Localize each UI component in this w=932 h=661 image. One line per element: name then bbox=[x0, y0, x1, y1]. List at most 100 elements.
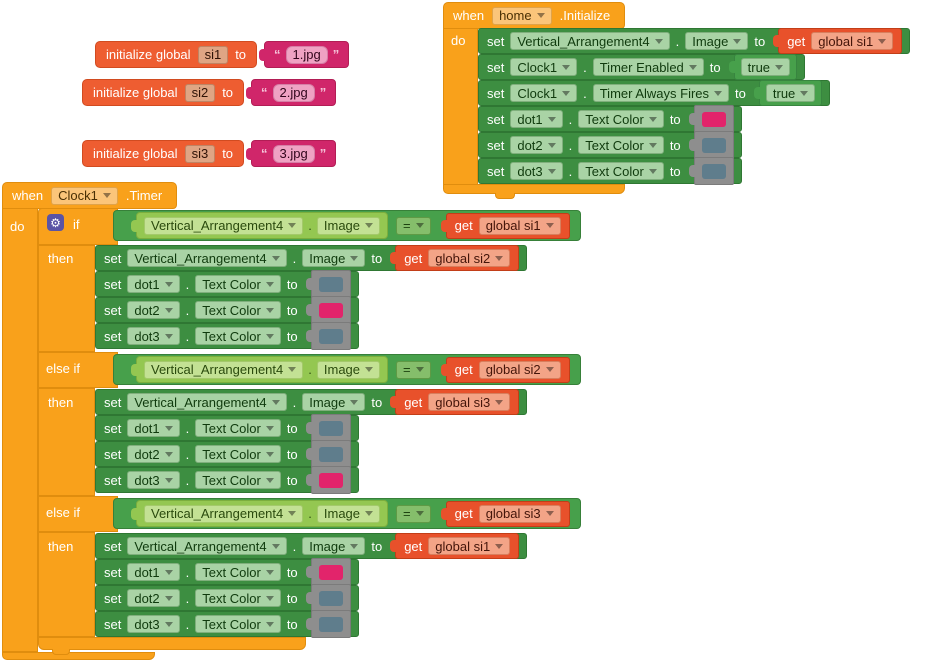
equals-comparison-block[interactable]: Vertical_Arrangement4 . Image = get glob… bbox=[113, 354, 581, 385]
equals-comparison-block[interactable]: Vertical_Arrangement4 . Image = get glob… bbox=[113, 498, 581, 529]
color-block[interactable] bbox=[688, 157, 734, 185]
initialize-global-si2-block[interactable]: initialize global si2 to “ 2.jpg ” bbox=[82, 79, 337, 106]
if-block-bottom[interactable] bbox=[38, 637, 306, 650]
property-dropdown[interactable]: Text Color bbox=[195, 275, 281, 293]
if-block-elseif-band[interactable] bbox=[38, 352, 118, 388]
variable-dropdown[interactable]: global si3 bbox=[428, 393, 511, 411]
color-block[interactable] bbox=[305, 414, 351, 442]
operator-dropdown[interactable]: = bbox=[396, 504, 431, 523]
set-block[interactable]: set dot1 . Text Color to bbox=[478, 105, 742, 133]
component-dropdown[interactable]: dot1 bbox=[510, 110, 563, 128]
color-block[interactable] bbox=[305, 296, 351, 324]
if-block-then-spine[interactable] bbox=[38, 245, 95, 352]
component-dropdown[interactable]: Vertical_Arrangement4 bbox=[127, 249, 287, 267]
string-value-field[interactable]: 1.jpg bbox=[285, 45, 328, 64]
boolean-dropdown[interactable]: true bbox=[740, 58, 791, 76]
logic-true-block[interactable]: true bbox=[728, 54, 798, 80]
text-string-block[interactable]: “ 2.jpg ” bbox=[246, 79, 337, 106]
component-dropdown[interactable]: dot1 bbox=[127, 563, 180, 581]
set-block[interactable]: set dot2 . Text Color to bbox=[95, 584, 359, 612]
get-variable-block[interactable]: get global si2 bbox=[390, 245, 520, 271]
operator-dropdown[interactable]: = bbox=[396, 216, 431, 235]
component-dropdown[interactable]: Vertical_Arrangement4 bbox=[510, 32, 670, 50]
home-initialize-event-header[interactable]: when home .Initialize bbox=[443, 2, 626, 29]
string-value-field[interactable]: 2.jpg bbox=[272, 83, 315, 102]
set-block[interactable]: set Clock1 . Timer Enabled to true bbox=[478, 54, 806, 80]
component-getter-block[interactable]: Vertical_Arrangement4 . Image bbox=[130, 212, 389, 239]
clock-event-block-spine[interactable] bbox=[2, 208, 38, 652]
component-getter-block[interactable]: Vertical_Arrangement4 . Image bbox=[130, 500, 389, 527]
property-dropdown[interactable]: Image bbox=[302, 249, 366, 267]
set-block[interactable]: set dot2 . Text Color to bbox=[95, 296, 359, 324]
set-block[interactable]: set dot3 . Text Color to bbox=[478, 157, 742, 185]
variable-name-field[interactable]: si3 bbox=[184, 144, 216, 163]
get-variable-block[interactable]: get global si2 bbox=[440, 356, 570, 383]
home-event-block-spine[interactable] bbox=[443, 27, 478, 185]
property-dropdown[interactable]: Image bbox=[302, 393, 366, 411]
component-dropdown[interactable]: dot3 bbox=[127, 615, 180, 633]
component-dropdown[interactable]: dot1 bbox=[127, 419, 180, 437]
variable-name-field[interactable]: si1 bbox=[197, 45, 229, 64]
set-block[interactable]: set dot3 . Text Color to bbox=[95, 322, 359, 350]
color-block[interactable] bbox=[305, 584, 351, 612]
property-dropdown[interactable]: Text Color bbox=[578, 110, 664, 128]
property-dropdown[interactable]: Image bbox=[685, 32, 749, 50]
variable-name-field[interactable]: si2 bbox=[184, 83, 216, 102]
variable-dropdown[interactable]: global si1 bbox=[478, 216, 561, 235]
set-block[interactable]: set Clock1 . Timer Always Fires to true bbox=[478, 80, 831, 106]
set-block[interactable]: set dot3 . Text Color to bbox=[95, 610, 359, 638]
variable-dropdown[interactable]: global si1 bbox=[811, 32, 894, 50]
get-variable-block[interactable]: get global si1 bbox=[390, 533, 520, 559]
property-dropdown[interactable]: Text Color bbox=[578, 136, 664, 154]
color-block[interactable] bbox=[305, 270, 351, 298]
variable-dropdown[interactable]: global si2 bbox=[478, 360, 561, 379]
component-dropdown[interactable]: Clock1 bbox=[510, 58, 578, 76]
component-dropdown[interactable]: dot2 bbox=[510, 136, 563, 154]
variable-init-block[interactable]: initialize global si3 to bbox=[82, 140, 245, 167]
component-getter-block[interactable]: Vertical_Arrangement4 . Image bbox=[130, 356, 389, 383]
set-block[interactable]: set Vertical_Arrangement4 . Image to get… bbox=[95, 389, 528, 415]
set-block[interactable]: set dot1 . Text Color to bbox=[95, 414, 359, 442]
get-variable-block[interactable]: get global si1 bbox=[773, 28, 903, 54]
get-variable-block[interactable]: get global si3 bbox=[440, 500, 570, 527]
if-block-then-spine[interactable] bbox=[38, 532, 95, 637]
variable-init-block[interactable]: initialize global si1 to bbox=[95, 41, 258, 68]
initialize-global-si3-block[interactable]: initialize global si3 to “ 3.jpg ” bbox=[82, 140, 337, 167]
home-event-block-bottom[interactable] bbox=[443, 184, 625, 194]
component-dropdown[interactable]: Vertical_Arrangement4 bbox=[127, 537, 287, 555]
variable-dropdown[interactable]: global si2 bbox=[428, 249, 511, 267]
string-value-field[interactable]: 3.jpg bbox=[272, 144, 315, 163]
component-dropdown[interactable]: dot1 bbox=[127, 275, 180, 293]
property-dropdown[interactable]: Text Color bbox=[195, 419, 281, 437]
component-dropdown[interactable]: dot3 bbox=[127, 471, 180, 489]
property-dropdown[interactable]: Text Color bbox=[195, 471, 281, 489]
set-block[interactable]: set Vertical_Arrangement4 . Image to get… bbox=[95, 245, 528, 271]
property-dropdown[interactable]: Text Color bbox=[195, 327, 281, 345]
home-event-block-tab[interactable] bbox=[495, 193, 515, 199]
set-block[interactable]: set dot1 . Text Color to bbox=[95, 270, 359, 298]
if-block-tab[interactable] bbox=[52, 649, 70, 655]
property-dropdown[interactable]: Image bbox=[316, 360, 381, 379]
component-dropdown[interactable]: Vertical_Arrangement4 bbox=[144, 504, 304, 523]
component-dropdown[interactable]: Clock1 bbox=[51, 186, 118, 205]
property-dropdown[interactable]: Text Color bbox=[578, 162, 664, 180]
color-block[interactable] bbox=[688, 105, 734, 133]
component-dropdown[interactable]: Vertical_Arrangement4 bbox=[144, 360, 304, 379]
component-dropdown[interactable]: Vertical_Arrangement4 bbox=[144, 216, 304, 235]
component-dropdown[interactable]: dot2 bbox=[127, 301, 180, 319]
property-dropdown[interactable]: Text Color bbox=[195, 615, 281, 633]
set-block[interactable]: set dot1 . Text Color to bbox=[95, 558, 359, 586]
color-block[interactable] bbox=[688, 131, 734, 159]
variable-dropdown[interactable]: global si1 bbox=[428, 537, 511, 555]
property-dropdown[interactable]: Image bbox=[316, 216, 381, 235]
property-dropdown[interactable]: Image bbox=[316, 504, 381, 523]
component-dropdown[interactable]: dot2 bbox=[127, 445, 180, 463]
set-block[interactable]: set dot2 . Text Color to bbox=[95, 440, 359, 468]
operator-dropdown[interactable]: = bbox=[396, 360, 431, 379]
set-block[interactable]: set Vertical_Arrangement4 . Image to get… bbox=[478, 28, 911, 54]
if-block-then-spine[interactable] bbox=[38, 388, 95, 496]
if-block-elseif-band[interactable] bbox=[38, 496, 118, 532]
property-dropdown[interactable]: Timer Enabled bbox=[592, 58, 704, 76]
property-dropdown[interactable]: Text Color bbox=[195, 445, 281, 463]
color-block[interactable] bbox=[305, 610, 351, 638]
